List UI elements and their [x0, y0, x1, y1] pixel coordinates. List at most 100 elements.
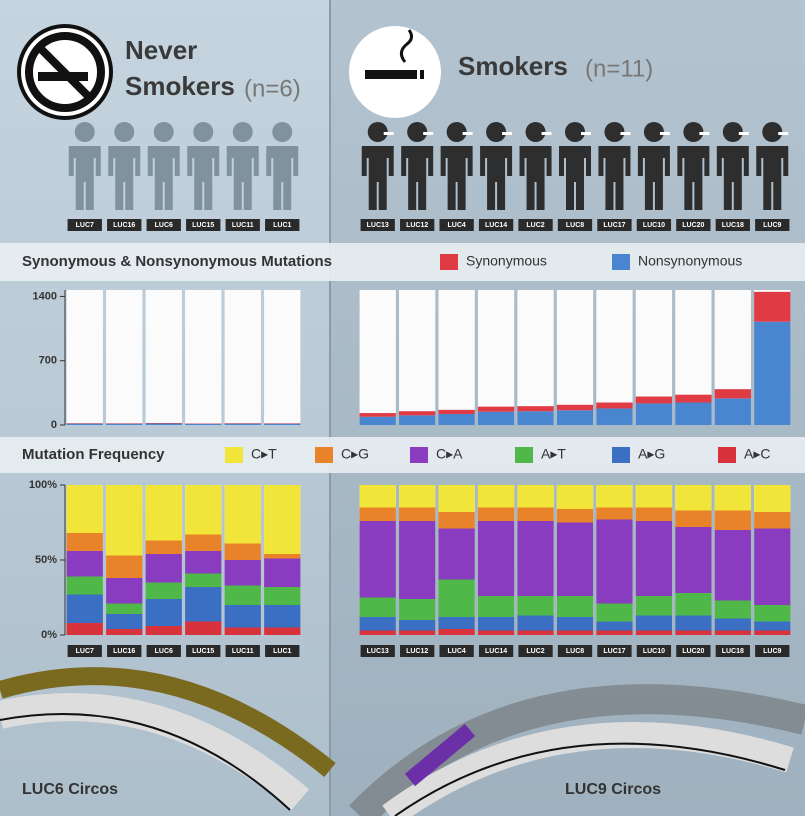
x-tick-label: LUC8 — [566, 222, 584, 229]
label-tag — [439, 645, 474, 657]
bar-segment — [106, 603, 143, 614]
title-smokers-left: Smokers — [125, 71, 235, 101]
person-icon — [266, 122, 299, 210]
bar-background — [106, 290, 143, 425]
person-body — [480, 146, 513, 210]
x-tick-label: LUC2 — [526, 222, 544, 229]
bar-segment — [145, 485, 182, 541]
person-head — [446, 122, 467, 142]
y-tick-label: 700 — [39, 355, 57, 367]
bar-segment — [556, 485, 594, 509]
bar-segment — [224, 585, 261, 605]
bar-background — [556, 290, 594, 425]
person-icon — [756, 122, 789, 210]
cigarette — [699, 132, 710, 135]
cigarette — [541, 132, 552, 135]
bar-background — [438, 290, 475, 425]
person-head — [193, 122, 214, 142]
legend-label: Synonymous — [466, 253, 547, 269]
bar-segment — [106, 614, 143, 629]
bar-segment — [675, 402, 712, 425]
person-icon — [226, 122, 259, 210]
bar-background — [185, 290, 222, 425]
x-tick-label: LUC18 — [722, 222, 744, 229]
bar-segment — [185, 485, 222, 535]
bar-segment — [438, 413, 475, 425]
legend-label: C▸G — [341, 446, 369, 462]
circos-label: LUC6 Circos — [22, 781, 118, 798]
bar-segment — [675, 510, 712, 527]
no-smoking-icon — [17, 24, 113, 120]
cigarette — [423, 132, 434, 135]
bar-segment — [106, 485, 143, 556]
person-head — [367, 122, 388, 142]
banner — [0, 437, 805, 473]
person-head — [683, 122, 704, 142]
legend-label: A▸G — [638, 446, 665, 462]
bar-segment — [635, 507, 673, 521]
bar-segment — [517, 596, 554, 616]
bar-segment — [145, 626, 182, 635]
label-tag — [478, 219, 514, 231]
bar-segment — [66, 594, 103, 623]
smoking-icon — [349, 26, 441, 118]
legend-swatch — [315, 447, 333, 463]
bar-segment — [264, 605, 301, 628]
label-tag — [478, 645, 514, 657]
bar-background — [517, 290, 554, 425]
x-tick-label: LUC16 — [113, 648, 135, 655]
x-tick-label: LUC17 — [603, 222, 625, 229]
legend-swatch — [612, 447, 630, 463]
bar-segment — [517, 615, 554, 631]
label-tag — [636, 219, 672, 231]
label-tag — [597, 645, 632, 657]
x-tick-label: LUC14 — [485, 222, 507, 229]
bar-segment — [224, 560, 261, 586]
y-tick-label: 50% — [35, 554, 57, 566]
label-tag — [225, 219, 260, 231]
person-icon — [187, 122, 220, 210]
x-tick-label: LUC1 — [273, 222, 291, 229]
bar-segment — [399, 599, 436, 620]
x-tick-label: LUC9 — [763, 648, 781, 655]
person-head — [114, 122, 135, 142]
bar-segment — [106, 629, 143, 635]
bar-segment — [438, 579, 475, 617]
bar-segment — [359, 507, 396, 521]
bar-segment — [399, 507, 436, 521]
bar-segment — [596, 408, 633, 425]
person-head — [525, 122, 546, 142]
bar-segment — [185, 551, 222, 574]
person-body — [559, 146, 591, 210]
bar-segment — [556, 522, 594, 596]
x-tick-label: LUC13 — [367, 648, 389, 655]
label-tag — [755, 219, 790, 231]
label-tag — [518, 645, 553, 657]
label-tag — [597, 219, 632, 231]
person-body — [677, 146, 710, 210]
person-body — [598, 146, 631, 210]
y-tick-label: 100% — [29, 479, 57, 491]
bar-segment — [477, 485, 515, 508]
bar-segment — [714, 485, 751, 511]
bar-segment — [477, 630, 515, 635]
bar-segment — [106, 423, 143, 425]
person-head — [74, 122, 95, 142]
label-tag — [360, 645, 395, 657]
bar-segment — [635, 630, 673, 635]
bar-segment — [754, 321, 791, 425]
x-tick-label: LUC9 — [763, 222, 781, 229]
cigarette — [581, 132, 591, 135]
person-head — [486, 122, 507, 142]
cigarette — [383, 132, 394, 135]
bar-segment — [145, 554, 182, 583]
bar-segment — [359, 630, 396, 635]
bar-segment — [66, 551, 103, 577]
x-tick-label: LUC16 — [113, 222, 135, 229]
bar-segment — [145, 423, 182, 425]
cigarette — [620, 132, 631, 135]
circos-label: LUC9 Circos — [565, 781, 661, 798]
bar-segment — [517, 521, 554, 596]
x-tick-label: LUC7 — [76, 648, 94, 655]
